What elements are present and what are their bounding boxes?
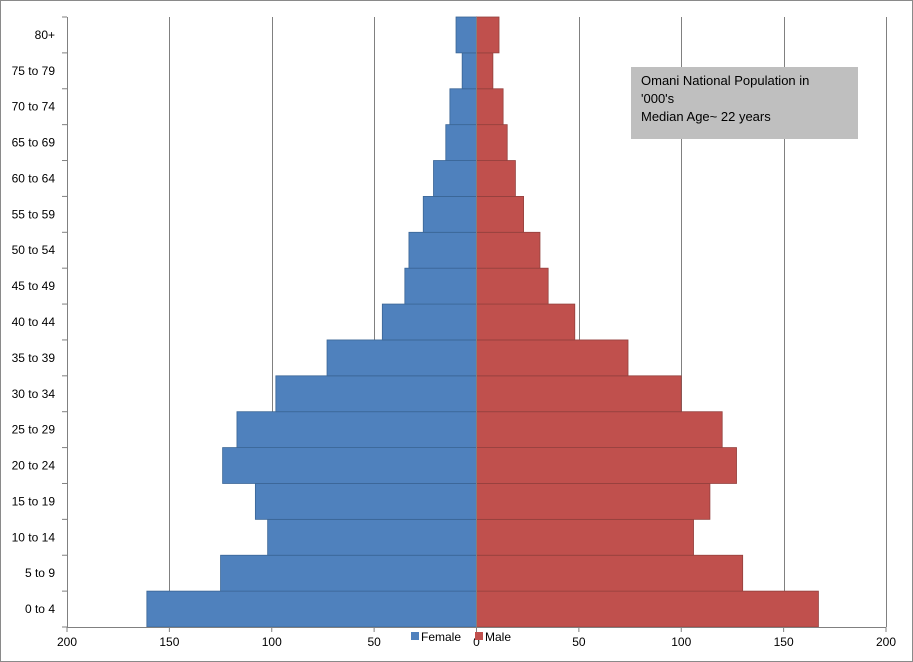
female-bar: [220, 554, 477, 592]
female-bar: [422, 196, 477, 233]
annotation-line: '000's: [641, 91, 675, 106]
x-tick-label: 50: [572, 635, 586, 649]
female-bar: [445, 124, 477, 161]
female-bar: [408, 231, 477, 269]
male-legend-label: Male: [485, 630, 511, 644]
y-category-label: 35 to 39: [12, 351, 56, 365]
y-category-label: 75 to 79: [12, 64, 56, 78]
x-tick-label: 100: [262, 635, 282, 649]
male-bar: [476, 303, 576, 341]
x-tick-label: 200: [57, 635, 77, 649]
female-bar: [236, 411, 477, 448]
y-category-label: 55 to 59: [12, 207, 56, 221]
male-bar: [476, 590, 819, 628]
x-tick-label: 100: [671, 635, 691, 649]
male-bar: [476, 267, 549, 305]
y-category-label: 45 to 49: [12, 279, 56, 293]
female-bar: [222, 447, 477, 484]
female-bar: [449, 88, 477, 126]
male-bar: [476, 196, 524, 233]
female-bar: [326, 339, 477, 377]
y-category-label: 70 to 74: [12, 100, 56, 114]
y-category-label: 10 to 14: [12, 530, 56, 544]
male-bar: [476, 518, 694, 556]
annotation-line: Omani National Population in: [641, 73, 810, 88]
y-category-label: 15 to 19: [12, 494, 56, 508]
male-bar: [476, 52, 494, 90]
female-bar: [275, 375, 477, 413]
bars: [146, 16, 819, 628]
x-tick-label: 150: [159, 635, 179, 649]
female-bar: [433, 160, 477, 197]
y-category-label: 60 to 64: [12, 171, 56, 185]
female-bar: [404, 267, 477, 305]
male-bar: [476, 124, 508, 161]
y-category-label: 65 to 69: [12, 136, 56, 150]
male-bar: [476, 16, 500, 54]
y-category-label: 80+: [35, 28, 55, 42]
male-bar: [476, 231, 541, 269]
y-category-label: 30 to 34: [12, 387, 56, 401]
y-category-label: 40 to 44: [12, 315, 56, 329]
female-bar: [461, 52, 477, 90]
axes: 200 150 100 50 0 50 100 150 200 0 to 4 5 to 9 10 to…: [12, 16, 896, 649]
male-bar: [476, 88, 504, 126]
male-bar: [476, 160, 516, 197]
female-bar: [254, 483, 477, 520]
x-tick-label: 150: [774, 635, 794, 649]
male-bar: [476, 339, 629, 377]
male-bar: [476, 554, 744, 592]
y-category-label: 50 to 54: [12, 243, 56, 257]
y-category-label: 25 to 29: [12, 423, 56, 437]
x-tick-label: 200: [876, 635, 896, 649]
male-bar: [476, 447, 737, 484]
y-category-label: 5 to 9: [25, 566, 55, 580]
y-category-label: 20 to 24: [12, 459, 56, 473]
male-legend-swatch: [475, 632, 483, 640]
male-bar: [476, 411, 723, 448]
annotation-line: Median Age~ 22 years: [641, 109, 771, 124]
male-bar: [476, 375, 682, 413]
annotation-box: Omani National Population in '000's Medi…: [631, 67, 858, 139]
y-category-label: 0 to 4: [25, 602, 55, 616]
female-bar: [455, 16, 477, 54]
male-bar: [476, 483, 711, 520]
female-bar: [267, 518, 477, 556]
x-tick-label: 0: [473, 635, 480, 649]
x-tick-label: 50: [367, 635, 381, 649]
female-legend-label: Female: [421, 630, 461, 644]
female-bar: [381, 303, 477, 341]
female-bar: [146, 590, 477, 628]
legend: Female Male: [411, 630, 511, 644]
female-legend-swatch: [411, 632, 419, 640]
